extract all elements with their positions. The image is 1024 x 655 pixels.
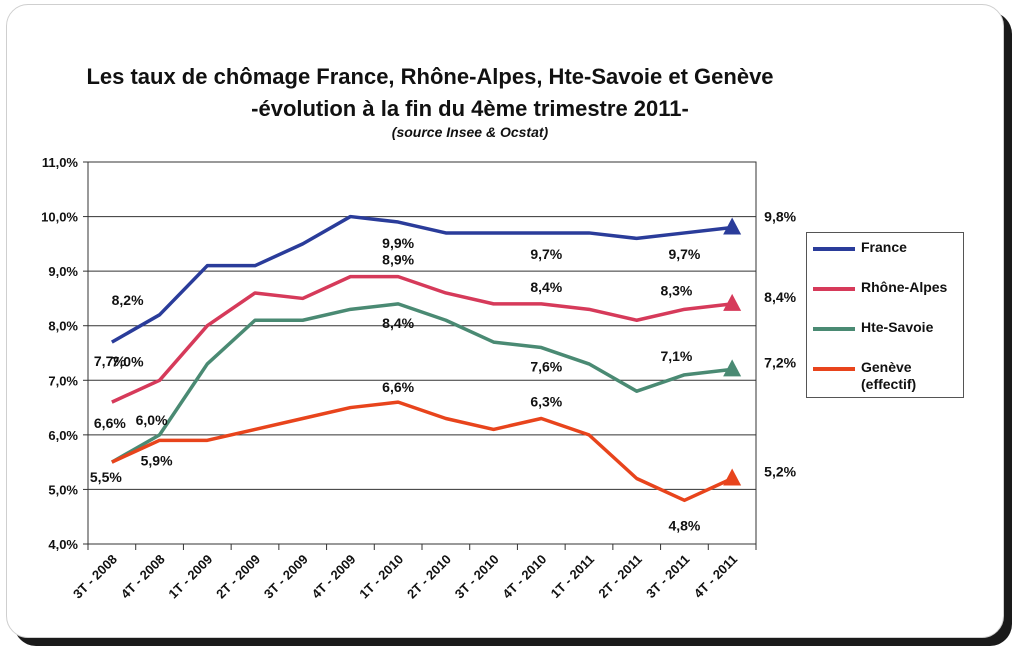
- data-label: 7,1%: [660, 348, 692, 364]
- x-tick-label: 1T - 2010: [356, 552, 406, 602]
- series-line-0: [110, 214, 733, 344]
- x-tick-label: 3T - 2008: [70, 552, 120, 602]
- y-tick-label: 9,0%: [48, 264, 78, 279]
- legend-swatch-geneve: [813, 367, 855, 371]
- data-label: 8,4%: [530, 279, 562, 295]
- y-tick-label: 4,0%: [48, 537, 78, 552]
- x-tick-label: 4T - 2009: [309, 552, 359, 602]
- legend-item-rhone-alpes: Rhône-Alpes: [813, 279, 966, 296]
- data-label: 9,7%: [668, 246, 700, 262]
- legend-label-france: France: [861, 239, 907, 255]
- data-label: 6,0%: [136, 412, 168, 428]
- chart-source: (source Insee & Ocstat): [391, 124, 549, 140]
- data-label: 5,5%: [90, 469, 122, 485]
- x-tick-label: 1T - 2011: [548, 552, 597, 601]
- series-line-1: [111, 274, 733, 404]
- series-end-marker-1: [723, 293, 742, 311]
- data-label: 7,2%: [764, 354, 796, 370]
- y-tick-label: 8,0%: [48, 319, 78, 334]
- x-tick-label: 3T - 2010: [452, 552, 502, 602]
- legend-label-geneve: Genève (effectif): [861, 359, 917, 392]
- y-tick-label: 7,0%: [48, 373, 78, 388]
- data-label: 9,7%: [530, 246, 562, 262]
- x-tick-label: 2T - 2011: [595, 552, 644, 601]
- legend-item-hte-savoie: Hte-Savoie: [813, 319, 966, 336]
- chart-subtitle: -évolution à la fin du 4ème trimestre 20…: [251, 96, 689, 121]
- x-tick-label: 2T - 2009: [213, 552, 263, 602]
- series-end-marker-0: [723, 217, 742, 235]
- series-end-marker-2: [723, 359, 742, 377]
- y-tick-label: 5,0%: [48, 482, 78, 497]
- data-label: 6,3%: [530, 393, 562, 409]
- data-label: 9,9%: [382, 235, 414, 251]
- x-tick-label: 4T - 2008: [118, 552, 168, 602]
- legend-swatch-france: [813, 247, 855, 251]
- data-label: 6,6%: [94, 415, 126, 431]
- legend-label-rhone-alpes: Rhône-Alpes: [861, 279, 948, 295]
- data-label: 5,2%: [764, 464, 796, 480]
- data-label: 8,3%: [660, 282, 692, 298]
- series-end-marker-3: [723, 468, 742, 486]
- y-tick-label: 6,0%: [48, 428, 78, 443]
- legend-item-france: France: [813, 239, 966, 256]
- data-label: 7,7%: [94, 353, 126, 369]
- data-label: 5,9%: [141, 452, 173, 468]
- x-tick-label: 3T - 2011: [643, 552, 692, 601]
- legend-label-hte-savoie: Hte-Savoie: [861, 319, 934, 335]
- data-label: 9,8%: [764, 208, 796, 224]
- legend-item-geneve: Genève (effectif): [813, 359, 966, 393]
- legend-swatch-hte-savoie: [813, 327, 855, 331]
- data-label: 8,4%: [764, 289, 796, 305]
- data-label: 8,4%: [382, 315, 414, 331]
- x-tick-label: 3T - 2009: [261, 552, 311, 602]
- y-tick-label: 10,0%: [41, 210, 78, 225]
- data-label: 8,9%: [382, 252, 414, 268]
- x-tick-label: 4T - 2011: [691, 552, 740, 601]
- data-label: 7,6%: [530, 359, 562, 375]
- x-tick-label: 1T - 2009: [165, 552, 215, 602]
- data-label: 8,2%: [112, 292, 144, 308]
- x-tick-label: 4T - 2010: [499, 552, 549, 602]
- x-tick-label: 2T - 2010: [404, 552, 454, 602]
- series-line-2: [110, 302, 733, 464]
- data-label: 7,0%: [112, 353, 144, 369]
- series-line-3: [111, 400, 733, 503]
- y-tick-label: 11,0%: [42, 155, 79, 170]
- legend: France Rhône-Alpes Hte-Savoie Genève (ef…: [806, 232, 964, 398]
- chart-title: Les taux de chômage France, Rhône-Alpes,…: [86, 64, 774, 89]
- data-label: 6,6%: [382, 379, 414, 395]
- legend-swatch-rhone-alpes: [813, 287, 855, 291]
- data-label: 4,8%: [668, 517, 700, 533]
